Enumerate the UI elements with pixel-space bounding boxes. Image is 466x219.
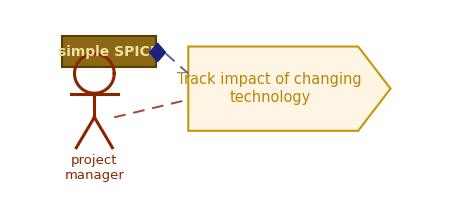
Text: project
manager: project manager — [64, 154, 124, 182]
Polygon shape — [150, 43, 165, 62]
FancyBboxPatch shape — [62, 36, 156, 67]
Polygon shape — [188, 46, 391, 131]
Text: simple SPICE: simple SPICE — [58, 45, 159, 58]
Text: Track impact of changing
technology: Track impact of changing technology — [178, 72, 362, 105]
